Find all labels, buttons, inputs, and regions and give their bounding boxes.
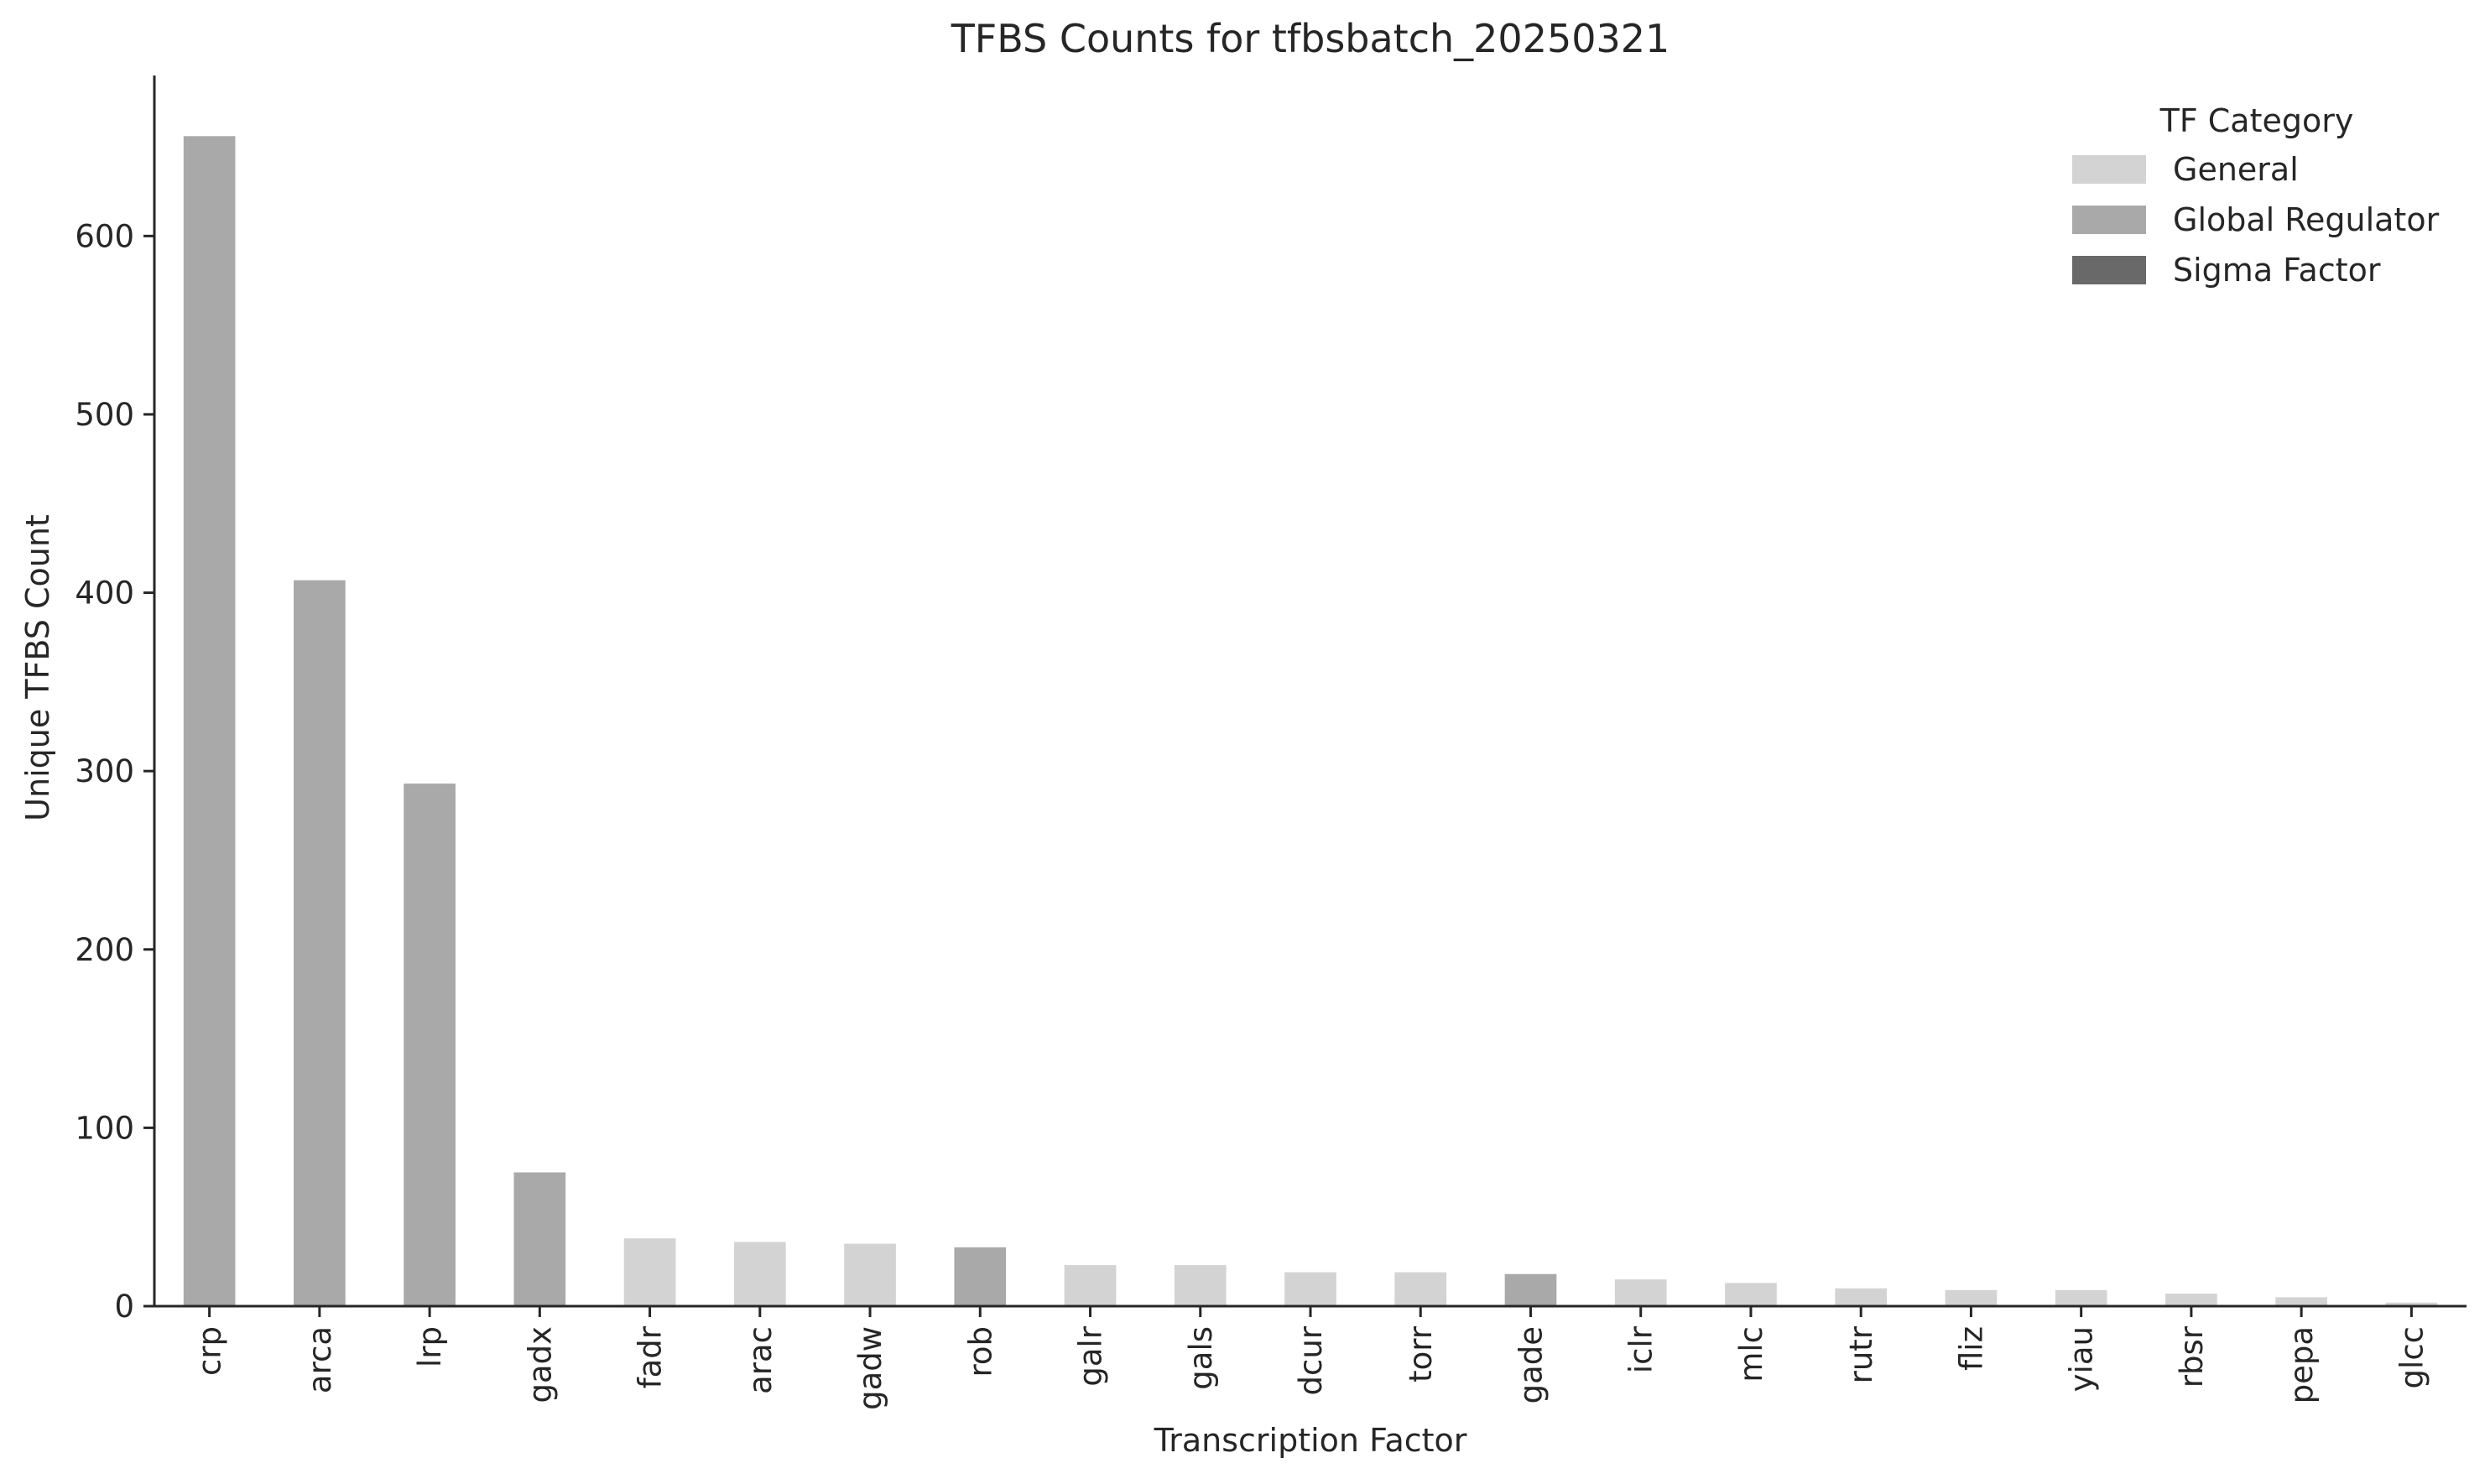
x-tick-label: gadx (522, 1326, 558, 1403)
x-tick-label: arca (302, 1326, 338, 1393)
bar-dcur (1284, 1272, 1336, 1306)
x-tick-label: gadw (852, 1326, 888, 1410)
chart-title: TFBS Counts for tfbsbatch_20250321 (951, 16, 1670, 61)
bar-rbsr (2165, 1294, 2217, 1306)
bar-crp (183, 136, 236, 1306)
x-tick-label: lrp (412, 1326, 448, 1367)
x-axis-ticks: crp arca lrp gadx fadr arac gadw rob galr gals dcu… (192, 1306, 2430, 1410)
bars (183, 136, 2438, 1306)
x-tick-label: yiau (2064, 1326, 2100, 1392)
y-tick-label: 600 (75, 218, 134, 254)
x-tick-label: torr (1403, 1325, 1439, 1382)
x-tick-label: mlc (1733, 1326, 1769, 1382)
bar-rutr (1835, 1288, 1888, 1306)
bar-glcc (2385, 1302, 2438, 1306)
bar-fadr (623, 1238, 676, 1306)
x-tick-label: dcur (1293, 1325, 1329, 1395)
bar-rob (954, 1247, 1007, 1306)
bar-galr (1064, 1265, 1117, 1306)
bar-pepa (2275, 1297, 2327, 1306)
legend: TF Category General Global Regulator Sigma… (2072, 102, 2440, 289)
bar-mlc (1725, 1283, 1777, 1306)
bar-gadw (844, 1243, 896, 1306)
y-tick-label: 300 (75, 753, 134, 789)
x-tick-label: glcc (2394, 1326, 2430, 1388)
x-tick-label: rutr (1843, 1325, 1879, 1383)
y-axis-ticks: 0 100 200 300 400 500 600 (75, 218, 154, 1325)
x-tick-label: gals (1183, 1326, 1219, 1390)
legend-swatch (2072, 256, 2146, 284)
bar-torr (1394, 1272, 1447, 1306)
bar-fliz (1945, 1289, 1998, 1306)
bar-yiau (2055, 1289, 2107, 1306)
x-tick-label: rbsr (2174, 1325, 2210, 1388)
x-axis-label: Transcription Factor (1154, 1422, 1467, 1459)
bar-arac (733, 1242, 786, 1306)
y-tick-label: 500 (75, 397, 134, 433)
x-tick-label: galr (1073, 1325, 1109, 1386)
x-tick-label: rob (962, 1326, 998, 1377)
legend-label: General (2173, 151, 2299, 188)
x-tick-label: crp (192, 1326, 228, 1376)
legend-label: Sigma Factor (2173, 252, 2381, 289)
x-tick-label: pepa (2284, 1326, 2320, 1403)
legend-swatch (2072, 155, 2146, 184)
bar-gadx (513, 1172, 566, 1306)
bar-gade (1504, 1273, 1557, 1306)
bar-arca (294, 580, 346, 1306)
x-tick-label: arac (742, 1326, 779, 1394)
y-tick-label: 200 (75, 932, 134, 968)
legend-label: Global Regulator (2173, 201, 2440, 238)
x-tick-label: fliz (1953, 1326, 1989, 1371)
legend-title: TF Category (2159, 102, 2354, 139)
legend-swatch (2072, 206, 2146, 234)
x-tick-label: gade (1513, 1326, 1549, 1403)
y-tick-label: 400 (75, 575, 134, 612)
y-axis-label: Unique TFBS Count (19, 514, 56, 821)
x-tick-label: iclr (1623, 1325, 1659, 1373)
y-tick-label: 0 (114, 1289, 134, 1325)
bar-lrp (404, 784, 456, 1306)
y-tick-label: 100 (75, 1110, 134, 1146)
x-tick-label: fadr (633, 1325, 669, 1388)
bar-iclr (1614, 1279, 1667, 1306)
bar-gals (1174, 1265, 1227, 1306)
